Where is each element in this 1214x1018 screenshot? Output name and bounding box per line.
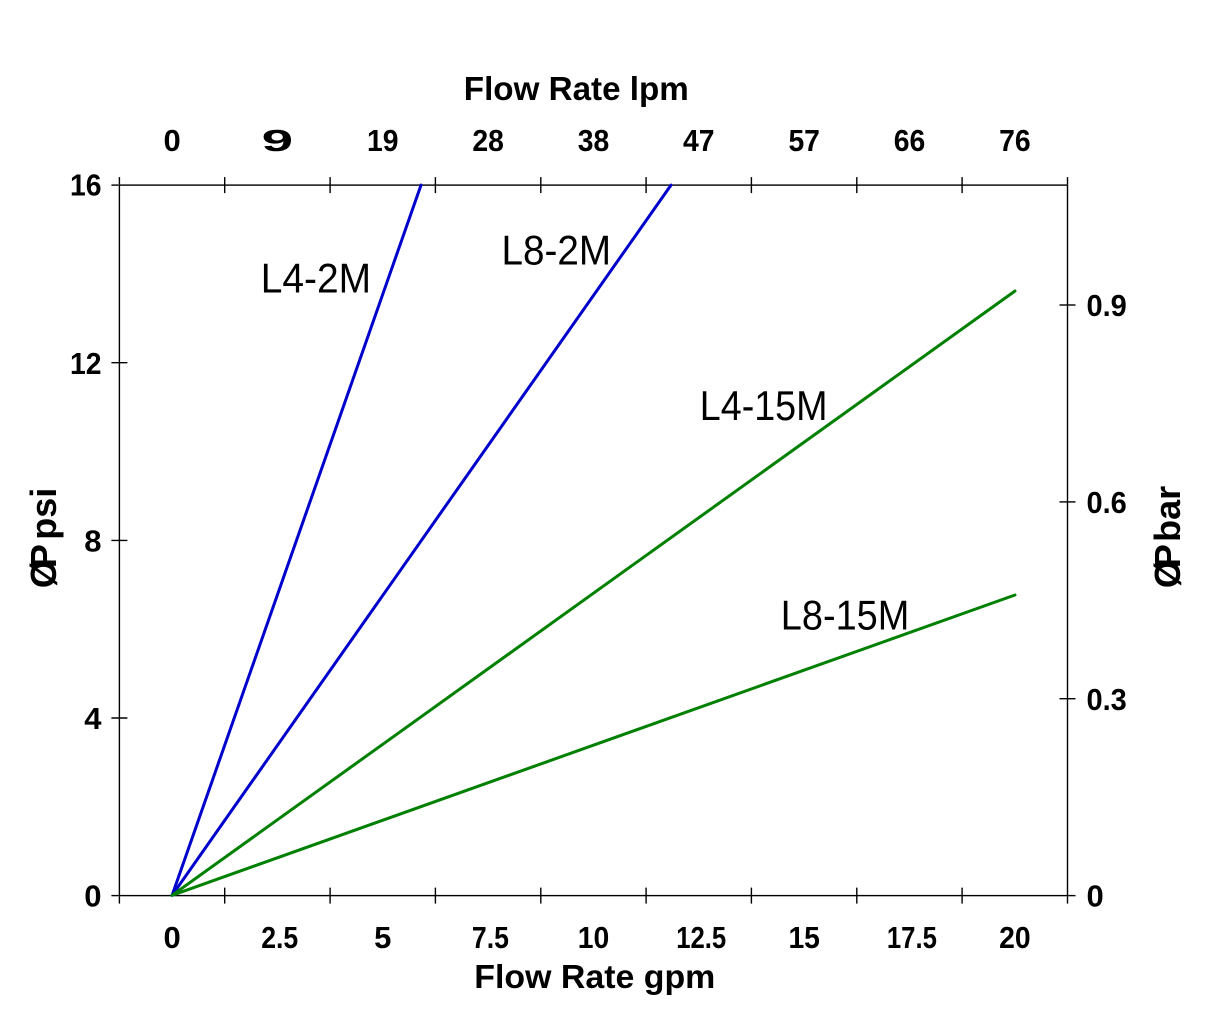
svg-text:76: 76 bbox=[999, 123, 1031, 158]
svg-text:16: 16 bbox=[70, 168, 102, 203]
svg-text:Flow Rate lpm: Flow Rate lpm bbox=[464, 70, 689, 107]
svg-text:0.9: 0.9 bbox=[1087, 288, 1127, 323]
svg-text:Flow Rate gpm: Flow Rate gpm bbox=[474, 958, 715, 995]
svg-text:L8-2M: L8-2M bbox=[502, 226, 612, 273]
svg-text:28: 28 bbox=[472, 123, 504, 158]
svg-text:38: 38 bbox=[578, 123, 610, 158]
svg-text:P: P bbox=[1147, 544, 1188, 568]
svg-text:19: 19 bbox=[367, 123, 399, 158]
svg-text:7.5: 7.5 bbox=[472, 920, 509, 955]
svg-text:12: 12 bbox=[70, 346, 102, 381]
svg-text:57: 57 bbox=[788, 123, 820, 158]
svg-text:12.5: 12.5 bbox=[676, 920, 726, 955]
svg-text:20: 20 bbox=[999, 920, 1031, 955]
svg-text:47: 47 bbox=[683, 123, 715, 158]
svg-text:9: 9 bbox=[262, 123, 294, 158]
svg-text:0.3: 0.3 bbox=[1087, 682, 1127, 717]
svg-text:66: 66 bbox=[894, 123, 926, 158]
svg-text:L4-15M: L4-15M bbox=[700, 382, 828, 429]
svg-text:0.6: 0.6 bbox=[1087, 485, 1127, 520]
svg-text:psi: psi bbox=[23, 488, 64, 540]
svg-text:0: 0 bbox=[163, 123, 180, 158]
svg-text:Ø: Ø bbox=[23, 560, 64, 588]
svg-text:4: 4 bbox=[84, 701, 102, 736]
svg-text:Ø: Ø bbox=[1147, 560, 1188, 588]
svg-text:17.5: 17.5 bbox=[887, 920, 937, 955]
svg-text:0: 0 bbox=[84, 879, 101, 914]
svg-text:10: 10 bbox=[578, 920, 610, 955]
svg-text:2.5: 2.5 bbox=[261, 920, 298, 955]
svg-text:L4-2M: L4-2M bbox=[261, 255, 371, 302]
svg-text:0: 0 bbox=[1087, 879, 1104, 914]
svg-text:15: 15 bbox=[788, 920, 820, 955]
svg-text:0: 0 bbox=[163, 920, 180, 955]
svg-text:5: 5 bbox=[374, 920, 391, 955]
svg-text:P: P bbox=[23, 544, 64, 568]
svg-text:bar: bar bbox=[1147, 486, 1188, 542]
svg-text:L8-15M: L8-15M bbox=[781, 591, 910, 638]
svg-text:8: 8 bbox=[84, 524, 101, 559]
